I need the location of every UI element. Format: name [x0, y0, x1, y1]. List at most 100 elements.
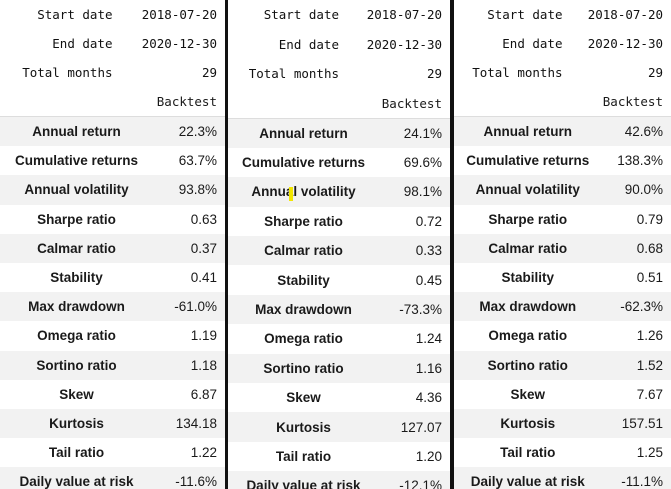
- table-row: Daily value at risk -12.1%: [228, 471, 450, 489]
- summary-row: Total months 29: [454, 58, 671, 87]
- metric-value: 0.68: [636, 240, 663, 256]
- metric-name: Skew: [59, 386, 94, 402]
- summary-row: Start date 2018-07-20: [0, 0, 225, 29]
- metric-name: Daily value at risk: [19, 474, 134, 489]
- summary-row: Start date 2018-07-20: [228, 0, 450, 30]
- summary-label: Start date: [263, 7, 339, 23]
- metric-value: 22.3%: [178, 124, 217, 140]
- metric-name: Annual volatility: [475, 182, 580, 198]
- metric-name: Sharpe ratio: [37, 211, 116, 227]
- panel-separator: [450, 0, 454, 489]
- column-header-label: Backtest: [156, 94, 217, 109]
- table-row: Daily value at risk -11.1%: [454, 467, 671, 489]
- metric-value: -12.1%: [399, 478, 442, 489]
- metric-value: 134.18: [175, 415, 217, 431]
- table-row: Tail ratio 1.25: [454, 438, 671, 467]
- summary-row: End date 2020-12-30: [228, 30, 450, 60]
- metric-value: 0.37: [190, 240, 217, 256]
- metric-name: Skew: [510, 386, 546, 402]
- metric-name: Daily value at risk: [470, 474, 585, 489]
- table-row: Skew 4.36: [228, 383, 450, 412]
- metric-name: Annual return: [259, 125, 348, 141]
- table-row: Annual return 22.3%: [0, 117, 225, 147]
- metric-name: Calmar ratio: [264, 243, 343, 259]
- metric-value: 0.33: [415, 243, 442, 259]
- table-row: Annual volatility 98.1%: [228, 177, 450, 207]
- table-row: Daily value at risk -11.6%: [0, 467, 225, 489]
- metric-value: 0.79: [636, 211, 663, 227]
- metric-name: Max drawdown: [479, 299, 577, 315]
- table-row: Omega ratio 1.26: [454, 321, 671, 350]
- summary-value: 2020-12-30: [366, 36, 442, 52]
- metric-name: Tail ratio: [275, 448, 332, 464]
- metric-name: Calmar ratio: [488, 240, 568, 256]
- metric-name: Sharpe ratio: [264, 213, 343, 229]
- backtest-panel-2: Start date 2018-07-20 End date 2020-12-30 To…: [228, 0, 450, 489]
- summary-row: Total months 29: [228, 59, 450, 89]
- metric-name: Omega ratio: [488, 328, 568, 344]
- metric-name: Max drawdown: [28, 299, 125, 315]
- metric-name: Kurtosis: [276, 419, 331, 435]
- metric-name: Kurtosis: [500, 415, 556, 431]
- metric-value: 4.36: [415, 390, 442, 406]
- metric-name: Daily value at risk: [246, 478, 361, 489]
- metric-value: 1.16: [415, 360, 442, 376]
- summary-value: 2020-12-30: [587, 36, 663, 51]
- metric-value: -62.3%: [620, 299, 663, 315]
- metric-name: Sharpe ratio: [488, 211, 568, 227]
- metric-name: Stability: [277, 272, 330, 288]
- column-header-label: Backtest: [602, 94, 663, 109]
- metric-value: 63.7%: [178, 153, 217, 169]
- table-row: Annual return 42.6%: [454, 117, 671, 147]
- metric-value: 98.1%: [403, 184, 442, 200]
- summary-row: Start date 2018-07-20: [454, 0, 671, 29]
- backtest-panel-3: Start date 2018-07-20 End date 2020-12-30 To…: [454, 0, 671, 489]
- metric-name: Kurtosis: [49, 415, 104, 431]
- table-row: Annual volatility 93.8%: [0, 175, 225, 205]
- summary-label: End date: [278, 36, 339, 52]
- table-row: Calmar ratio 0.68: [454, 233, 671, 263]
- summary-label: Total months: [248, 66, 339, 82]
- table-row: Cumulative returns 69.6%: [228, 148, 450, 177]
- metric-value: -11.1%: [621, 474, 663, 489]
- metric-name: Sortino ratio: [36, 357, 117, 373]
- table-row: Sharpe ratio 0.72: [228, 207, 450, 236]
- table-row: Tail ratio 1.20: [228, 442, 450, 471]
- metric-value: 0.72: [415, 213, 442, 229]
- summary-label: Total months: [22, 65, 113, 80]
- metric-name: Sortino ratio: [263, 360, 344, 376]
- summary-row: End date 2020-12-30: [454, 29, 671, 58]
- table-row: Omega ratio 1.24: [228, 324, 450, 353]
- metric-name: Annual return: [32, 124, 121, 140]
- table-row: Kurtosis 127.07: [228, 412, 450, 442]
- metric-value: 1.24: [415, 331, 442, 347]
- summary-value: 29: [426, 66, 442, 82]
- metric-name: Cumulative returns: [14, 153, 139, 169]
- metric-value: 69.6%: [403, 155, 442, 171]
- metric-value: 138.3%: [617, 153, 663, 169]
- metric-value: 157.51: [621, 415, 663, 431]
- summary-label: Total months: [472, 65, 563, 80]
- table-row: Annual volatility 90.0%: [454, 175, 671, 205]
- metric-name: Skew: [286, 390, 321, 406]
- metric-name: Annual volatility: [251, 184, 356, 200]
- metric-value: 1.26: [636, 328, 663, 344]
- metric-name: Omega ratio: [264, 331, 343, 347]
- backtest-panel-1: Start date 2018-07-20 End date 2020-12-30 To…: [0, 0, 225, 489]
- table-row: Cumulative returns 63.7%: [0, 146, 225, 175]
- table-row: Max drawdown -61.0%: [0, 292, 225, 322]
- table-row: Cumulative returns 138.3%: [454, 146, 671, 175]
- table-row: Sharpe ratio 0.79: [454, 205, 671, 234]
- summary-value: 2018-07-20: [366, 7, 442, 23]
- metric-value: 6.87: [190, 386, 217, 402]
- metric-value: 1.19: [190, 328, 217, 344]
- summary-label: End date: [52, 36, 113, 51]
- table-row: Stability 0.45: [228, 265, 450, 294]
- table-row: Skew 7.67: [454, 380, 671, 409]
- metric-value: 1.52: [636, 357, 663, 373]
- table-row: Stability 0.51: [454, 263, 671, 292]
- table-row: Kurtosis 134.18: [0, 408, 225, 439]
- metric-value: 0.51: [636, 270, 663, 286]
- column-header: Backtest: [0, 87, 225, 117]
- column-header-label: Backtest: [381, 95, 442, 111]
